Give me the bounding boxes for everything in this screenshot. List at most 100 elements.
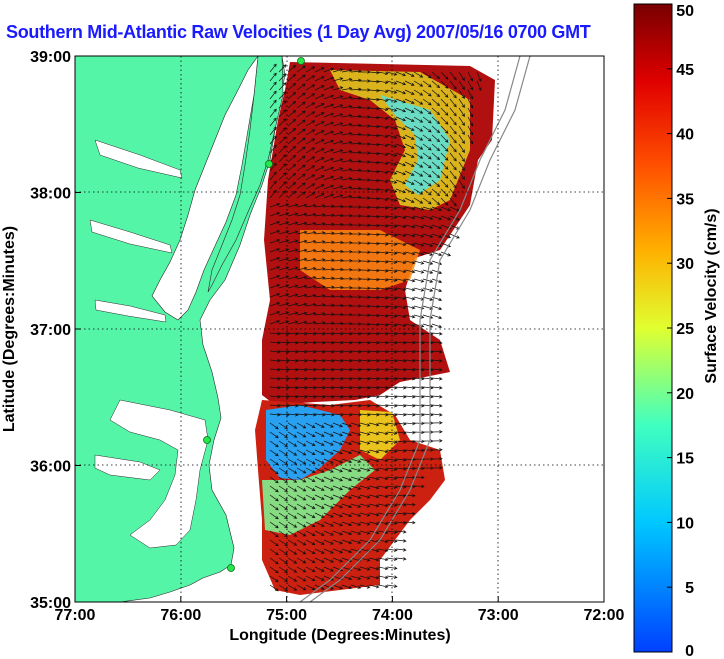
velocity-arrow <box>287 145 297 154</box>
velocity-arrow <box>323 422 334 428</box>
velocity-arrow <box>368 232 380 237</box>
velocity-arrow <box>431 233 443 239</box>
velocity-arrow <box>296 311 308 316</box>
velocity-arrow <box>314 121 325 127</box>
velocity-arrow <box>377 350 389 354</box>
velocity-arrow <box>431 242 443 248</box>
velocity-arrow <box>305 75 316 82</box>
velocity-arrow <box>359 395 371 399</box>
grid <box>75 56 604 602</box>
velocity-arrow <box>431 143 441 152</box>
velocity-arrow <box>305 512 316 519</box>
velocity-arrow <box>368 88 380 93</box>
velocity-arrow <box>395 548 407 552</box>
velocity-arrow <box>314 485 325 491</box>
velocity-arrow <box>323 539 334 545</box>
velocity-arrow <box>278 163 287 172</box>
velocity-arrow <box>269 467 279 475</box>
velocity-arrow <box>377 152 389 157</box>
velocity-arrow <box>296 248 308 253</box>
velocity-arrow <box>269 108 277 118</box>
velocity-arrow <box>386 287 398 291</box>
velocity-arrow <box>323 267 335 271</box>
velocity-arrow <box>413 359 425 363</box>
velocity-arrow <box>386 296 398 300</box>
velocity-arrow <box>377 584 389 589</box>
velocity-arrow <box>377 341 389 345</box>
velocity-arrow <box>341 413 353 417</box>
velocity-arrow <box>359 413 371 417</box>
velocity-arrow <box>296 485 307 492</box>
velocity-arrow <box>458 116 465 126</box>
velocity-arrow <box>305 440 316 447</box>
velocity-arrow <box>314 204 326 208</box>
velocity-arrow <box>422 107 432 115</box>
velocity-arrow <box>287 212 299 217</box>
velocity-arrow <box>305 66 316 73</box>
velocity-arrow <box>440 179 449 188</box>
velocity-arrow <box>314 157 325 163</box>
velocity-arrow <box>332 521 344 527</box>
velocity-arrow <box>323 332 335 336</box>
velocity-arrow <box>386 233 398 237</box>
velocity-arrow <box>305 557 316 564</box>
velocity-arrow <box>404 377 416 381</box>
velocity-arrow <box>323 276 335 280</box>
velocity-arrow <box>332 303 344 308</box>
velocity-arrow <box>341 530 353 536</box>
velocity-arrow <box>413 395 425 399</box>
velocity-arrow <box>287 221 299 226</box>
velocity-arrow <box>458 125 465 135</box>
velocity-arrow <box>305 248 317 253</box>
sound-water-2 <box>94 454 161 481</box>
velocity-arrow <box>296 119 306 127</box>
velocity-arrow <box>278 458 288 465</box>
velocity-arrow <box>269 135 277 145</box>
velocity-arrow <box>386 332 398 336</box>
velocity-arrow <box>377 359 389 363</box>
velocity-arrow <box>305 239 317 244</box>
velocity-arrow <box>359 404 371 408</box>
velocity-arrow <box>296 404 308 408</box>
velocity-arrow <box>269 238 281 244</box>
velocity-arrow <box>341 476 353 482</box>
velocity-arrow <box>287 575 298 582</box>
velocity-arrow <box>377 251 389 255</box>
velocity-arrow <box>404 439 416 444</box>
velocity-arrow <box>305 377 317 381</box>
velocity-arrow <box>422 89 432 97</box>
velocity-arrow <box>377 260 389 264</box>
velocity-arrow <box>422 71 432 79</box>
velocity-arrow <box>332 231 344 236</box>
velocity-arrow <box>314 557 325 563</box>
site-marker <box>265 160 273 168</box>
velocity-arrow <box>377 386 389 390</box>
velocity-arrow <box>341 449 353 455</box>
velocity-arrow <box>278 127 287 136</box>
velocity-arrow <box>377 143 389 148</box>
velocity-arrow <box>350 503 362 508</box>
velocity-arrow <box>341 440 353 446</box>
velocity-arrow <box>395 143 407 149</box>
velocity-arrow <box>278 395 290 399</box>
velocity-arrow <box>332 276 344 281</box>
velocity-arrow <box>305 212 317 217</box>
velocity-arrow <box>341 140 353 145</box>
velocity-arrow <box>350 440 362 445</box>
velocity-arrow <box>278 503 288 510</box>
velocity-arrow <box>323 166 335 172</box>
velocity-arrow <box>395 224 407 229</box>
velocity-arrow <box>359 332 371 336</box>
velocity-arrow <box>377 323 389 327</box>
velocity-arrow <box>287 293 299 298</box>
velocity-arrow <box>350 494 362 499</box>
velocity-arrow <box>350 114 362 119</box>
velocity-arrow <box>386 386 398 390</box>
velocity-arrow <box>431 197 441 206</box>
velocity-arrow <box>287 181 297 190</box>
velocity-arrow <box>413 242 425 247</box>
velocity-arrow <box>458 98 465 108</box>
velocity-arrow <box>350 404 362 408</box>
velocity-arrow <box>386 566 398 570</box>
velocity-arrow <box>350 377 362 381</box>
